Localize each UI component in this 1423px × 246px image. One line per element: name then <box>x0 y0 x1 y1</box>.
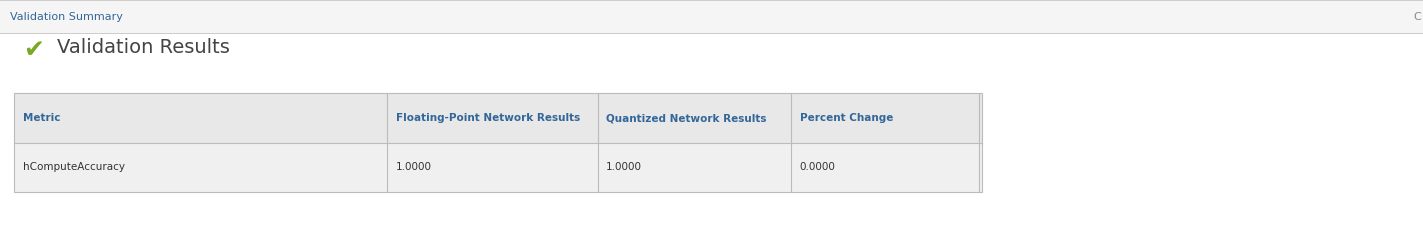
Bar <box>0 0 1423 33</box>
Text: Quantized Network Results: Quantized Network Results <box>606 113 767 123</box>
Text: C: C <box>1413 12 1420 22</box>
Text: Metric function:: Metric function: <box>14 130 121 140</box>
Text: 1: 1 <box>139 100 148 110</box>
Text: Custom metric function: Custom metric function <box>131 130 282 140</box>
Text: ✔: ✔ <box>23 38 44 62</box>
Bar <box>14 93 982 143</box>
Text: hComputeAccuracy: hComputeAccuracy <box>23 162 125 172</box>
Text: Floating-Point Network Results: Floating-Point Network Results <box>396 113 579 123</box>
Text: Metric: Metric <box>23 113 60 123</box>
Text: Validation Results: Validation Results <box>57 38 229 57</box>
Text: Percent Change: Percent Change <box>800 113 894 123</box>
Text: Number of samples:: Number of samples: <box>14 100 148 110</box>
Bar <box>14 93 982 192</box>
Text: 1.0000: 1.0000 <box>606 162 642 172</box>
Text: 1.0000: 1.0000 <box>396 162 431 172</box>
Text: Validation Summary: Validation Summary <box>10 12 122 22</box>
Text: 0.0000: 0.0000 <box>800 162 835 172</box>
Bar <box>14 143 982 192</box>
